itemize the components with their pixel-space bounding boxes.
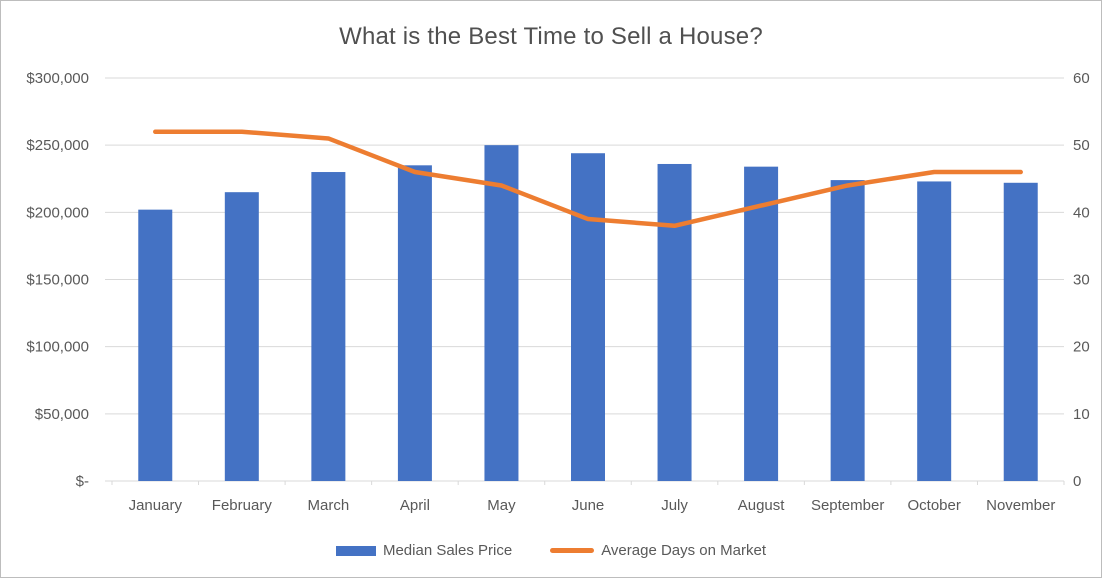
bar-july <box>657 163 692 481</box>
right-axis-tick-label: 0 <box>1073 473 1081 490</box>
left-axis-tick-label: $- <box>76 473 89 490</box>
bar-april <box>397 165 432 482</box>
bar-october <box>917 181 952 482</box>
line-series-swatch-icon <box>550 548 595 553</box>
x-axis-label: October <box>908 497 961 514</box>
x-axis-label: November <box>986 497 1055 514</box>
bar-february <box>224 192 259 481</box>
x-axis-label: February <box>212 497 273 514</box>
bar-june <box>571 153 605 481</box>
x-axis-label: May <box>487 497 516 514</box>
right-axis-tick-label: 40 <box>1073 204 1090 221</box>
x-axis-label: January <box>129 497 183 514</box>
bar-september <box>830 180 865 482</box>
legend-label-median-sales-price: Median Sales Price <box>382 542 513 559</box>
left-axis-tick-label: $50,000 <box>35 406 89 423</box>
left-axis-tick-label: $100,000 <box>26 339 89 356</box>
left-axis-tick-label: $150,000 <box>26 272 89 289</box>
bar-august <box>744 166 779 481</box>
legend-item-average-days-on-market: Average Days on Market <box>550 542 766 559</box>
bar-march <box>311 172 346 482</box>
right-axis-tick-label: 60 <box>1073 70 1090 87</box>
left-axis-tick-label: $250,000 <box>26 137 89 154</box>
left-axis-tick-label: $200,000 <box>26 204 89 221</box>
right-axis-tick-label: 30 <box>1073 272 1090 289</box>
x-axis-label: April <box>400 497 430 514</box>
chart-legend: Median Sales Price Average Days on Marke… <box>1 542 1101 559</box>
x-axis-label: March <box>308 497 350 514</box>
legend-label-average-days-on-market: Average Days on Market <box>601 542 767 559</box>
bar-january <box>138 209 173 481</box>
bar-may <box>484 145 519 481</box>
x-axis-label: August <box>738 497 786 514</box>
right-axis-tick-label: 50 <box>1073 137 1090 154</box>
average-days-on-market-line <box>153 129 1023 229</box>
right-axis-tick-label: 20 <box>1073 339 1090 356</box>
x-axis-label: September <box>811 497 884 514</box>
x-axis-label: July <box>661 497 688 514</box>
legend-item-median-sales-price: Median Sales Price <box>335 542 513 559</box>
chart-title: What is the Best Time to Sell a House? <box>339 23 763 50</box>
x-axis-label: June <box>572 497 605 514</box>
left-axis-tick-label: $300,000 <box>26 70 89 87</box>
right-axis-tick-label: 10 <box>1073 406 1090 423</box>
bar-series-swatch-icon <box>335 545 376 556</box>
bar-november <box>1003 182 1038 481</box>
